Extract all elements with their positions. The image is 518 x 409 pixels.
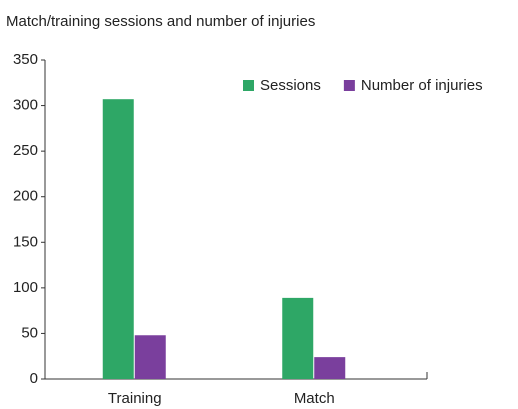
y-tick-label: 0	[30, 370, 38, 387]
y-tick-label: 300	[13, 97, 38, 114]
legend-swatch	[243, 80, 254, 91]
y-tick-label: 250	[13, 142, 38, 159]
bar	[134, 335, 166, 379]
bar	[102, 99, 134, 379]
x-tick-label: Match	[294, 390, 335, 407]
y-tick-label: 200	[13, 188, 38, 205]
legend-swatch	[343, 80, 355, 91]
y-tick-label: 350	[13, 51, 38, 68]
legend-label: Sessions	[260, 77, 321, 94]
y-tick-label: 150	[13, 233, 38, 250]
chart-title: Match/training sessions and number of in…	[6, 13, 315, 30]
x-tick-label: Training	[108, 390, 162, 407]
y-tick-label: 50	[21, 324, 38, 341]
bar	[282, 297, 314, 379]
y-tick-label: 100	[13, 279, 38, 296]
legend-label: Number of injuries	[361, 77, 483, 94]
bar	[314, 357, 346, 379]
